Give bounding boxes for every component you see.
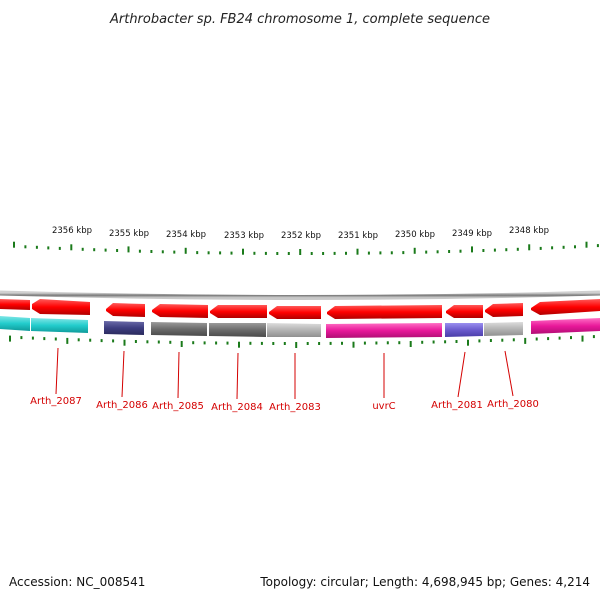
category-bar[interactable]: [531, 318, 600, 334]
gene-label[interactable]: Arth_2080: [487, 399, 539, 410]
scale-label: 2351 kbp: [338, 231, 378, 241]
category-bar[interactable]: [151, 322, 207, 336]
leader-line: [177, 351, 180, 399]
scale-labels: 2356 kbp 2355 kbp 2354 kbp 2353 kbp 2352…: [52, 226, 549, 241]
reverse-strand-genes: [0, 299, 600, 319]
category-bar[interactable]: [31, 318, 88, 333]
gene-arrow[interactable]: [32, 299, 90, 315]
category-bar[interactable]: [326, 323, 442, 338]
leader-line: [121, 350, 125, 398]
gene-arrow[interactable]: [210, 305, 267, 318]
gene-arrow[interactable]: [485, 303, 523, 317]
scale-label: 2349 kbp: [452, 229, 492, 239]
scale-label: 2350 kbp: [395, 230, 435, 240]
scale-label: 2355 kbp: [109, 229, 149, 239]
gene-label[interactable]: uvrC: [372, 401, 395, 412]
gene-arrow[interactable]: [446, 305, 483, 318]
map-title: Arthrobacter sp. FB24 chromosome 1, comp…: [109, 12, 490, 27]
gene-label[interactable]: Arth_2084: [211, 402, 263, 413]
gene-arrow[interactable]: [106, 303, 145, 317]
summary-text: Topology: circular; Length: 4,698,945 bp…: [259, 575, 590, 589]
leader-line: [504, 350, 514, 397]
lower-scale-ticks: [9, 335, 595, 348]
leader-line: [457, 351, 466, 398]
scale-label: 2354 kbp: [166, 230, 206, 240]
scale-label: 2348 kbp: [509, 226, 549, 236]
category-bar[interactable]: [209, 323, 266, 337]
gene-label[interactable]: Arth_2081: [431, 400, 483, 411]
category-bar[interactable]: [445, 323, 483, 337]
label-leaders: [55, 347, 514, 400]
scale-label: 2352 kbp: [281, 231, 321, 241]
scale-label: 2356 kbp: [52, 226, 92, 236]
category-bar[interactable]: [0, 316, 30, 331]
accession-text: Accession: NC_008541: [9, 575, 145, 589]
gene-arrow[interactable]: [152, 304, 208, 318]
gene-arrow[interactable]: [0, 299, 30, 310]
feature-category-bars: [0, 316, 600, 338]
gene-label[interactable]: Arth_2083: [269, 402, 321, 413]
leader-line: [236, 352, 239, 400]
scale-label: 2353 kbp: [224, 231, 264, 241]
category-bar[interactable]: [267, 323, 321, 337]
category-bar[interactable]: [104, 321, 144, 335]
scale-ticks: [13, 241, 599, 255]
leader-line: [55, 347, 59, 395]
gene-arrow[interactable]: [327, 305, 442, 319]
gene-label[interactable]: Arth_2086: [96, 400, 148, 411]
gene-label[interactable]: Arth_2085: [152, 401, 204, 412]
gene-arrow[interactable]: [269, 306, 321, 319]
gene-labels: Arth_2087 Arth_2086 Arth_2085 Arth_2084 …: [30, 396, 539, 413]
genome-backbone: [0, 290, 600, 300]
gene-label[interactable]: Arth_2087: [30, 396, 82, 407]
category-bar[interactable]: [484, 322, 523, 336]
gene-arrow[interactable]: [531, 299, 600, 315]
